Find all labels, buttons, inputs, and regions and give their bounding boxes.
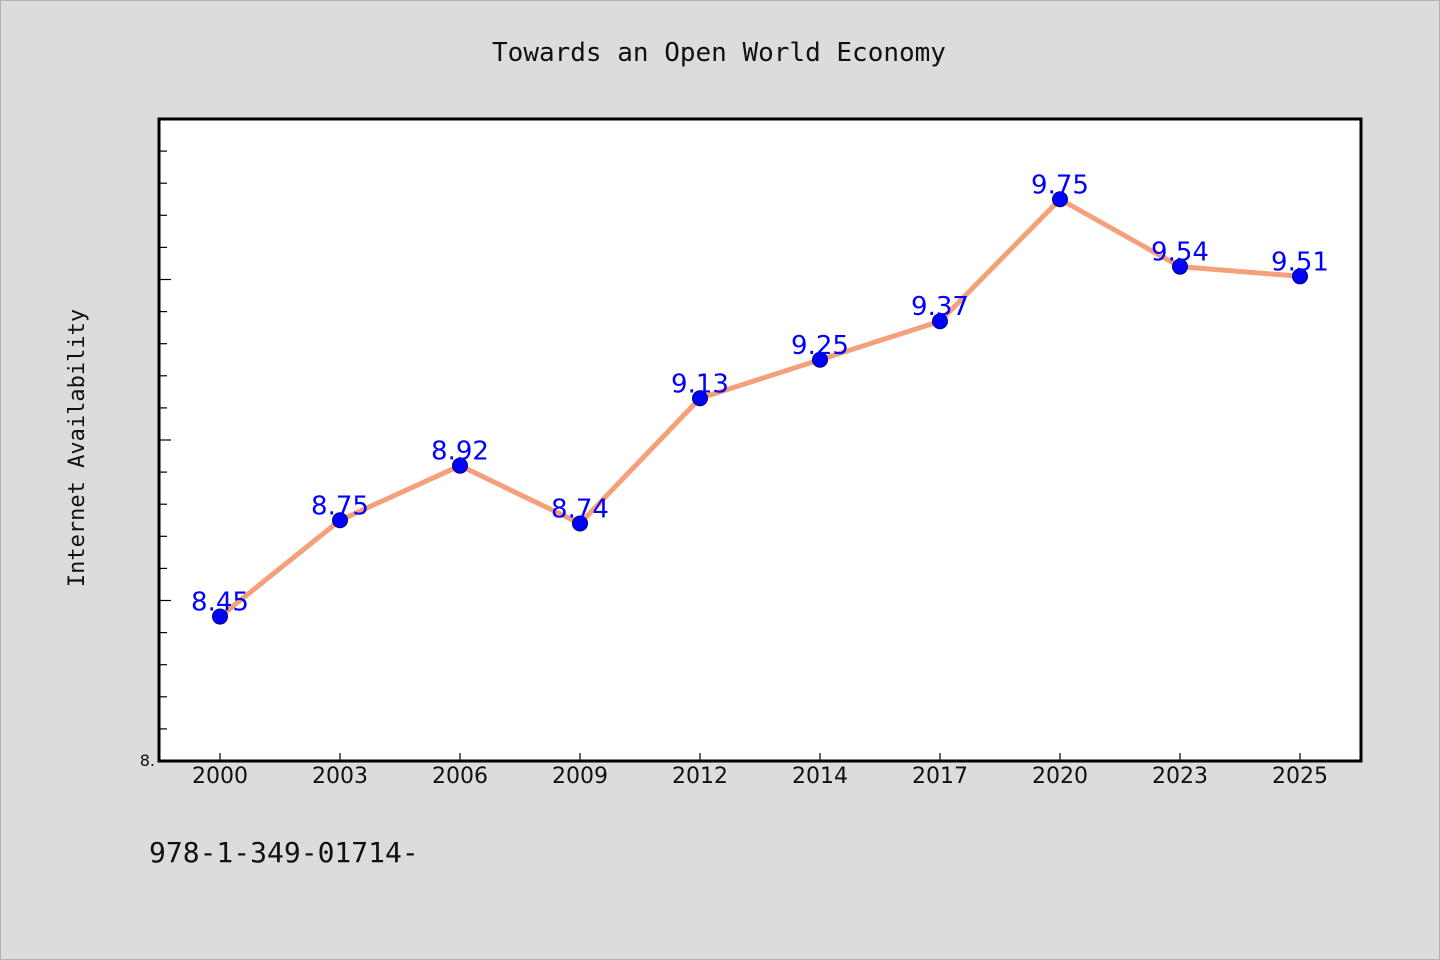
chart-title: Towards an Open World Economy <box>492 38 946 68</box>
data-label: 8.45 <box>191 588 249 618</box>
y-tick-label: 8. <box>140 751 155 770</box>
data-label: 9.37 <box>911 292 969 322</box>
series-group <box>212 191 1308 625</box>
data-labels-group: 8.45 8.75 8.92 8.74 9.13 9.25 9.37 9.75 9.54 9.51 <box>191 170 1329 617</box>
x-tick-label: 2012 <box>672 764 728 789</box>
data-point <box>1052 191 1068 208</box>
data-label: 9.54 <box>1151 238 1209 268</box>
data-point <box>932 313 948 330</box>
data-point <box>1172 258 1188 275</box>
data-point <box>572 515 588 532</box>
data-point <box>332 512 348 529</box>
x-tick-label: 2025 <box>1272 764 1328 789</box>
data-point <box>692 390 708 407</box>
y-axis-ticks <box>159 150 171 730</box>
y-axis-label: Internet Availability <box>65 309 90 587</box>
x-tick-label: 2023 <box>1152 764 1208 789</box>
data-point <box>212 608 228 625</box>
data-label: 8.75 <box>311 491 369 521</box>
data-label: 9.51 <box>1271 247 1329 277</box>
x-tick-label: 2006 <box>432 764 488 789</box>
x-tick-label: 2000 <box>192 764 248 789</box>
x-axis-ticks: 2000 2003 2006 2009 2012 2014 2017 2020 2023 2025 <box>192 753 1328 789</box>
series-line <box>217 196 1303 620</box>
x-tick-label: 2003 <box>312 764 368 789</box>
data-label: 8.74 <box>551 494 609 524</box>
plot-area <box>157 117 1363 763</box>
data-label: 9.13 <box>671 369 729 399</box>
data-point <box>452 457 468 474</box>
data-label: 9.75 <box>1031 170 1089 200</box>
x-tick-label: 2017 <box>912 764 968 789</box>
x-tick-label: 2020 <box>1032 764 1088 789</box>
x-tick-label: 2009 <box>552 764 608 789</box>
data-label: 9.25 <box>791 331 849 361</box>
x-tick-label: 2014 <box>792 764 848 789</box>
isbn-text: 978-1-349-01714- <box>149 836 419 869</box>
data-point <box>1292 268 1308 285</box>
data-label: 8.92 <box>431 437 489 467</box>
data-point <box>812 351 828 368</box>
